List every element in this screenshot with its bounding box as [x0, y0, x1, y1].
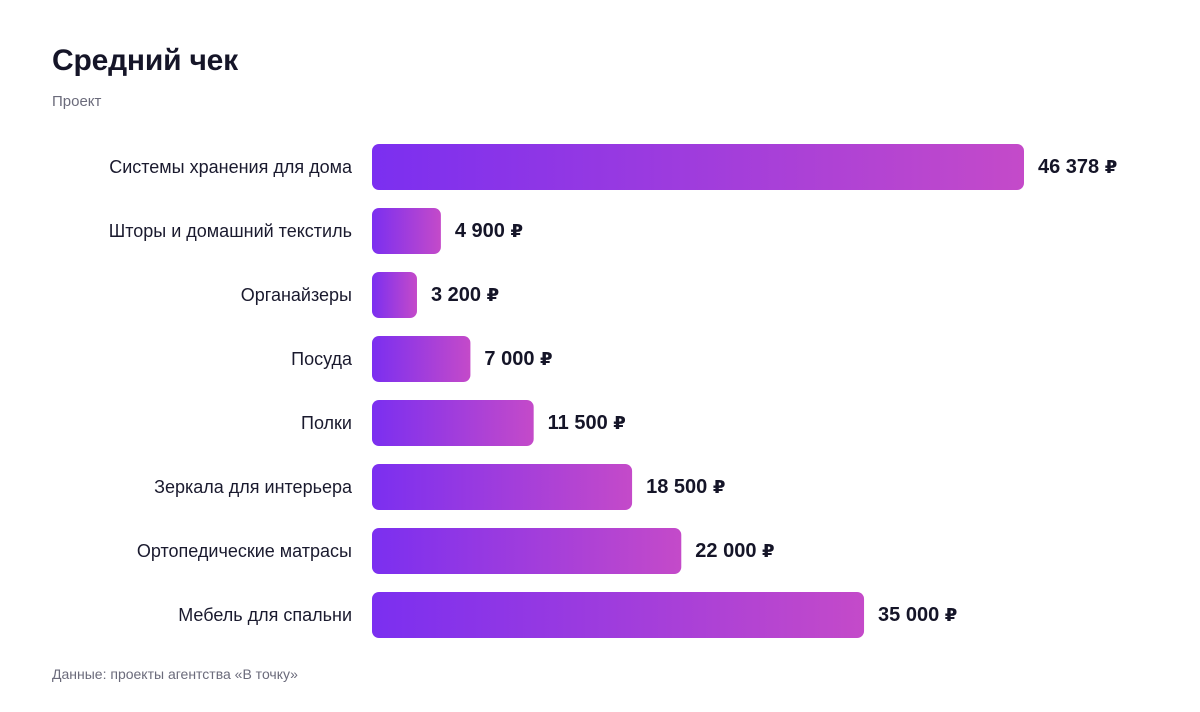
category-label: Посуда: [291, 349, 353, 369]
chart-title: Средний чек: [52, 44, 238, 77]
bar: [372, 336, 471, 382]
category-label: Шторы и домашний текстиль: [109, 221, 352, 241]
value-label: 35 000 ₽: [878, 604, 957, 626]
bar: [372, 272, 417, 318]
bar: [372, 592, 865, 638]
bar: [372, 208, 441, 254]
value-label: 7 000 ₽: [484, 348, 552, 370]
category-label: Полки: [301, 413, 352, 433]
value-label: 46 378 ₽: [1038, 156, 1117, 178]
category-label: Мебель для спальни: [178, 605, 352, 625]
category-label: Зеркала для интерьера: [154, 477, 353, 497]
category-label: Ортопедические матрасы: [137, 541, 352, 561]
bars-layer: Системы хранения для дома 46 378 ₽ Шторы и…: [109, 144, 1117, 638]
bar: [372, 400, 534, 446]
value-label: 11 500 ₽: [548, 412, 626, 434]
category-label: Органайзеры: [241, 285, 352, 305]
data-source-note: Данные: проекты агентства «В точку»: [52, 666, 298, 682]
bar: [372, 144, 1024, 190]
bar: [372, 464, 633, 510]
bar: [372, 528, 682, 574]
value-label: 22 000 ₽: [695, 540, 774, 562]
value-label: 4 900 ₽: [455, 220, 523, 242]
value-label: 18 500 ₽: [646, 476, 725, 498]
chart-subtitle: Проект: [52, 93, 102, 110]
category-label: Системы хранения для дома: [109, 157, 353, 177]
value-label: 3 200 ₽: [431, 284, 499, 306]
